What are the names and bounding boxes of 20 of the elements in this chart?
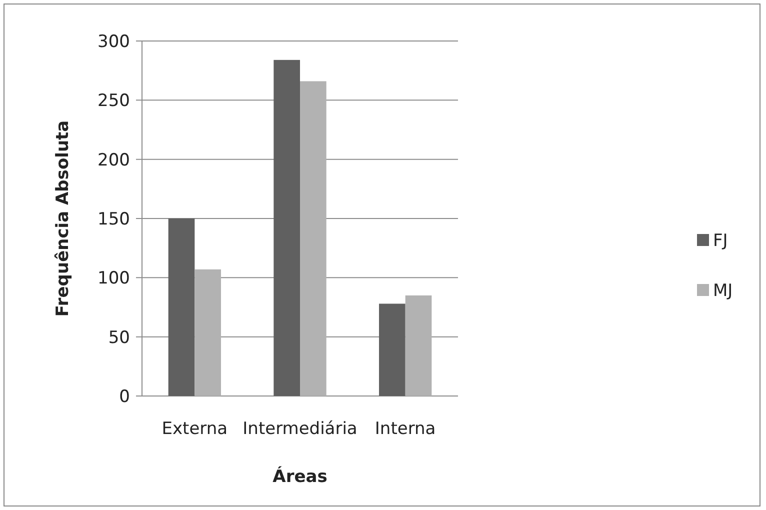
x-tick-label: Externa	[162, 419, 228, 439]
bar	[379, 304, 406, 396]
y-tick-label: 0	[119, 386, 130, 407]
y-tick-label: 150	[98, 209, 130, 230]
y-tick-label: 200	[98, 150, 130, 170]
y-tick-label: 300	[98, 32, 130, 52]
x-tick-label: Interna	[374, 419, 436, 439]
bar	[194, 269, 221, 396]
y-tick-label: 100	[98, 268, 130, 289]
legend-label: FJ	[713, 230, 728, 251]
y-axis-title: Frequência Absoluta	[53, 120, 73, 317]
x-tick-label: Intermediária	[242, 419, 358, 439]
y-tick-label: 50	[108, 328, 130, 348]
legend-label: MJ	[713, 280, 733, 301]
bar	[274, 60, 300, 396]
bar	[405, 295, 432, 396]
bar	[168, 218, 195, 396]
x-axis-title: Áreas	[272, 466, 328, 487]
bar	[300, 81, 326, 396]
y-tick-label: 250	[98, 91, 130, 112]
